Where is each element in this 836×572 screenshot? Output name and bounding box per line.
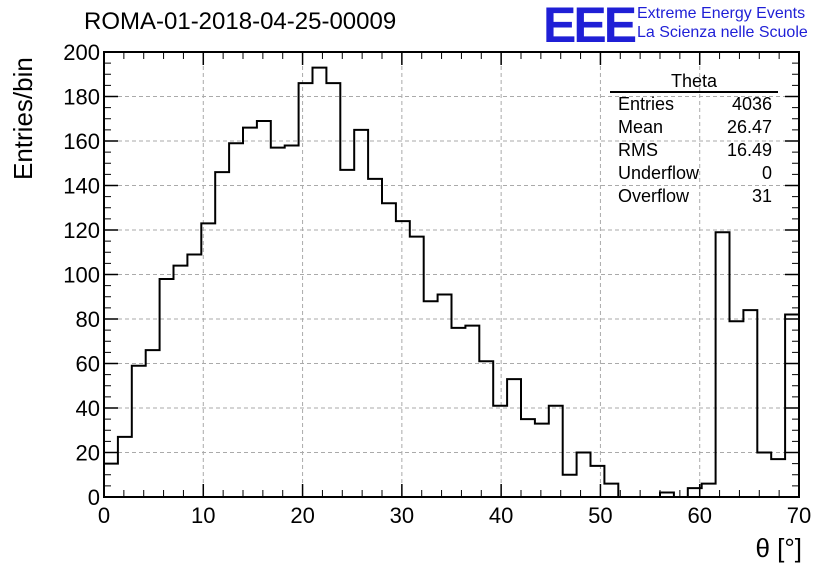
x-tick-label: 10: [191, 503, 215, 528]
histogram-bin: [563, 475, 577, 497]
histogram-bin: [396, 221, 410, 497]
histogram-bin: [771, 459, 785, 497]
chart-title: ROMA-01-2018-04-25-00009: [84, 8, 397, 35]
stats-row: Underflow 0: [610, 162, 778, 185]
logo-caption: Extreme Energy Events La Scienza nelle S…: [637, 4, 808, 42]
x-tick-label: 30: [390, 503, 414, 528]
histogram-bin: [340, 170, 354, 497]
histogram-bin: [438, 295, 452, 497]
stats-value: 4036: [731, 94, 772, 114]
stats-box: Theta Entries 4036 Mean 26.47 RMS 16.49 Underf…: [610, 72, 778, 208]
stats-title: Theta: [610, 72, 778, 93]
y-tick-label: 100: [63, 263, 100, 288]
axes-ticks: 0 10 20 30 40 50 60 70 0 20 40 60 80 100 120 140 160 180 2…: [63, 40, 811, 528]
histogram-bin: [410, 237, 424, 497]
histogram-bin: [257, 121, 271, 497]
x-tick-label: 40: [489, 503, 513, 528]
histogram-bin: [354, 130, 368, 497]
histogram-bin: [785, 315, 799, 497]
stats-value: 0: [761, 163, 772, 183]
y-tick-label: 20: [76, 441, 100, 466]
stats-label: RMS: [618, 140, 658, 160]
histogram-bin: [187, 254, 201, 497]
y-tick-label: 200: [63, 40, 100, 65]
histogram-bin: [118, 437, 132, 497]
x-axis-label: θ [°]: [755, 533, 802, 563]
histogram-bin: [174, 266, 188, 497]
histogram-bin: [326, 83, 340, 497]
x-tick-label: 60: [687, 503, 711, 528]
histogram-bin: [271, 148, 285, 497]
histogram-bin: [535, 424, 549, 497]
stats-row: RMS 16.49: [610, 139, 778, 162]
histogram-bin: [424, 301, 438, 497]
histogram-bin: [368, 179, 382, 497]
histogram-bin: [479, 361, 493, 497]
logo-line-1: Extreme Energy Events: [637, 5, 806, 22]
eee-logo: EEE: [543, 0, 637, 53]
stats-row: Mean 26.47: [610, 116, 778, 139]
stats-value: 16.49: [726, 140, 772, 160]
y-tick-label: 40: [76, 396, 100, 421]
y-tick-label: 120: [63, 218, 100, 243]
stats-label: Underflow: [618, 163, 700, 183]
stats-value: 31: [751, 186, 772, 206]
y-tick-label: 60: [76, 352, 100, 377]
x-tick-label: 0: [98, 503, 110, 528]
logo-line-2: La Scienza nelle Scuole: [637, 24, 808, 41]
stats-value: 26.47: [726, 117, 772, 137]
histogram-bin: [243, 128, 257, 497]
histogram-bin: [132, 366, 146, 497]
stats-row: Entries 4036: [610, 93, 778, 116]
histogram-bin: [285, 145, 299, 497]
x-tick-label: 50: [588, 503, 612, 528]
y-tick-label: 0: [88, 485, 100, 510]
histogram-bin: [465, 326, 479, 497]
histogram-bin: [452, 328, 466, 497]
grid-lines: [104, 52, 799, 497]
x-tick-label: 20: [290, 503, 314, 528]
stats-label: Entries: [618, 94, 675, 114]
stats-row: Overflow 31: [610, 185, 778, 208]
y-axis-label: Entries/bin: [8, 57, 38, 180]
histogram-bin: [591, 466, 605, 497]
histogram-bin: [146, 350, 160, 497]
histogram-bin: [104, 464, 118, 497]
y-tick-label: 80: [76, 307, 100, 332]
histogram-bin: [604, 484, 618, 497]
histogram-bin: [716, 232, 730, 497]
histogram-bin: [702, 484, 716, 497]
histogram-bin: [743, 310, 757, 497]
histogram-bin: [229, 143, 243, 497]
histogram-bin: [730, 321, 744, 497]
histogram-bin: [521, 419, 535, 497]
x-tick-label: 70: [787, 503, 811, 528]
stats-label: Mean: [618, 117, 664, 137]
histogram-outline: [103, 66, 800, 498]
histogram-bin: [577, 453, 591, 498]
stats-label: Overflow: [618, 186, 690, 206]
histogram-bin: [549, 406, 563, 497]
y-tick-label: 140: [63, 174, 100, 199]
y-tick-label: 160: [63, 129, 100, 154]
histogram-bin: [299, 83, 313, 497]
y-tick-label: 180: [63, 85, 100, 110]
histogram-bin: [313, 68, 327, 497]
histogram-bin: [507, 379, 521, 497]
histogram-bin: [160, 279, 174, 497]
histogram-bin: [215, 172, 229, 497]
histogram-bin: [493, 406, 507, 497]
